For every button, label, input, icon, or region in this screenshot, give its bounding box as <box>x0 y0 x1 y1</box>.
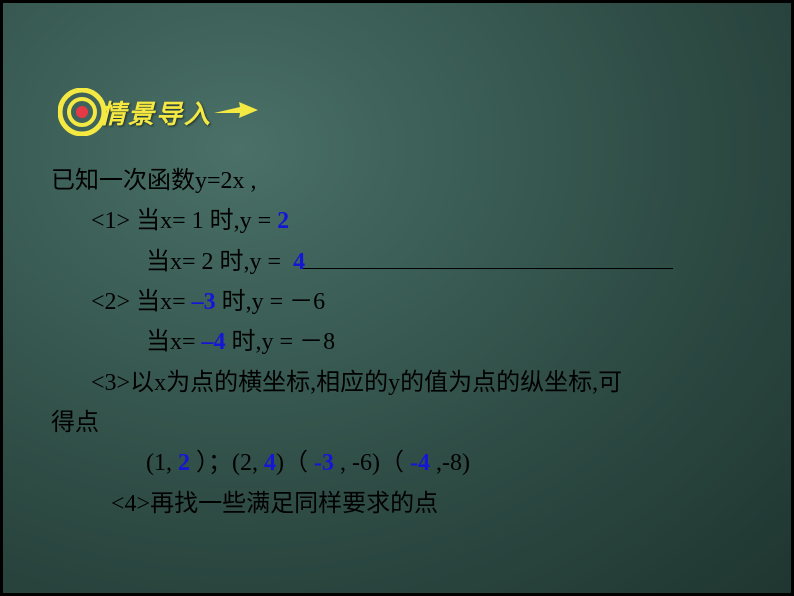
line-2-answer: 2 <box>277 208 289 234</box>
line-2-prefix: <1> 当x= 1 时,y = <box>91 208 277 234</box>
line-4: <2> 当x= –3 时,y = －6 <box>51 282 771 322</box>
line-6: <3>以x为点的横坐标,相应的y的值为点的纵坐标,可 <box>51 363 771 403</box>
line-3: 当x= 2 时,y = 4 <box>51 242 771 282</box>
l7a: (1, <box>146 450 178 476</box>
target-icon <box>58 88 106 136</box>
l7ans1: 2 <box>178 450 190 476</box>
line-2: <1> 当x= 1 时,y = 2 <box>51 201 771 241</box>
l7e: ,-8) <box>430 450 470 476</box>
l7ans4: -4 <box>410 450 430 476</box>
banner: 情景导入 <box>100 94 258 131</box>
line-4-answer: –3 <box>192 289 216 315</box>
line-5-pre: 当x= <box>146 329 202 355</box>
line-5-post: 时,y = －8 <box>226 329 336 355</box>
line-7: (1, 2 ）；(2, 4)（ -3 , -6)（ -4 ,-8) <box>51 443 771 483</box>
l7d: , -6)（ <box>334 450 410 476</box>
l7ans3: -3 <box>314 450 334 476</box>
l7ans2: 4 <box>264 450 276 476</box>
line-3-answer: 4 <box>293 249 305 275</box>
content-block: 已知一次函数y=2x , <1> 当x= 1 时,y = 2 当x= 2 时,y… <box>51 161 771 524</box>
line-5-answer: –4 <box>202 329 226 355</box>
line-5: 当x= –4 时,y = －8 <box>51 322 771 362</box>
line-8: <4>再找一些满足同样要求的点 <box>51 484 771 524</box>
arrow-icon <box>214 99 258 126</box>
line-6b: 得点 <box>51 403 771 443</box>
l7c: )（ <box>276 450 314 476</box>
line-1: 已知一次函数y=2x , <box>51 161 771 201</box>
section-header: 情景导入 <box>58 88 258 136</box>
l7b: ）；(2, <box>190 450 264 476</box>
banner-text: 情景导入 <box>100 94 212 131</box>
line-4-post: 时,y = －6 <box>216 289 326 315</box>
underline <box>303 242 673 268</box>
line-3-prefix: 当x= 2 时,y = <box>146 249 281 275</box>
line-4-pre: <2> 当x= <box>91 289 192 315</box>
